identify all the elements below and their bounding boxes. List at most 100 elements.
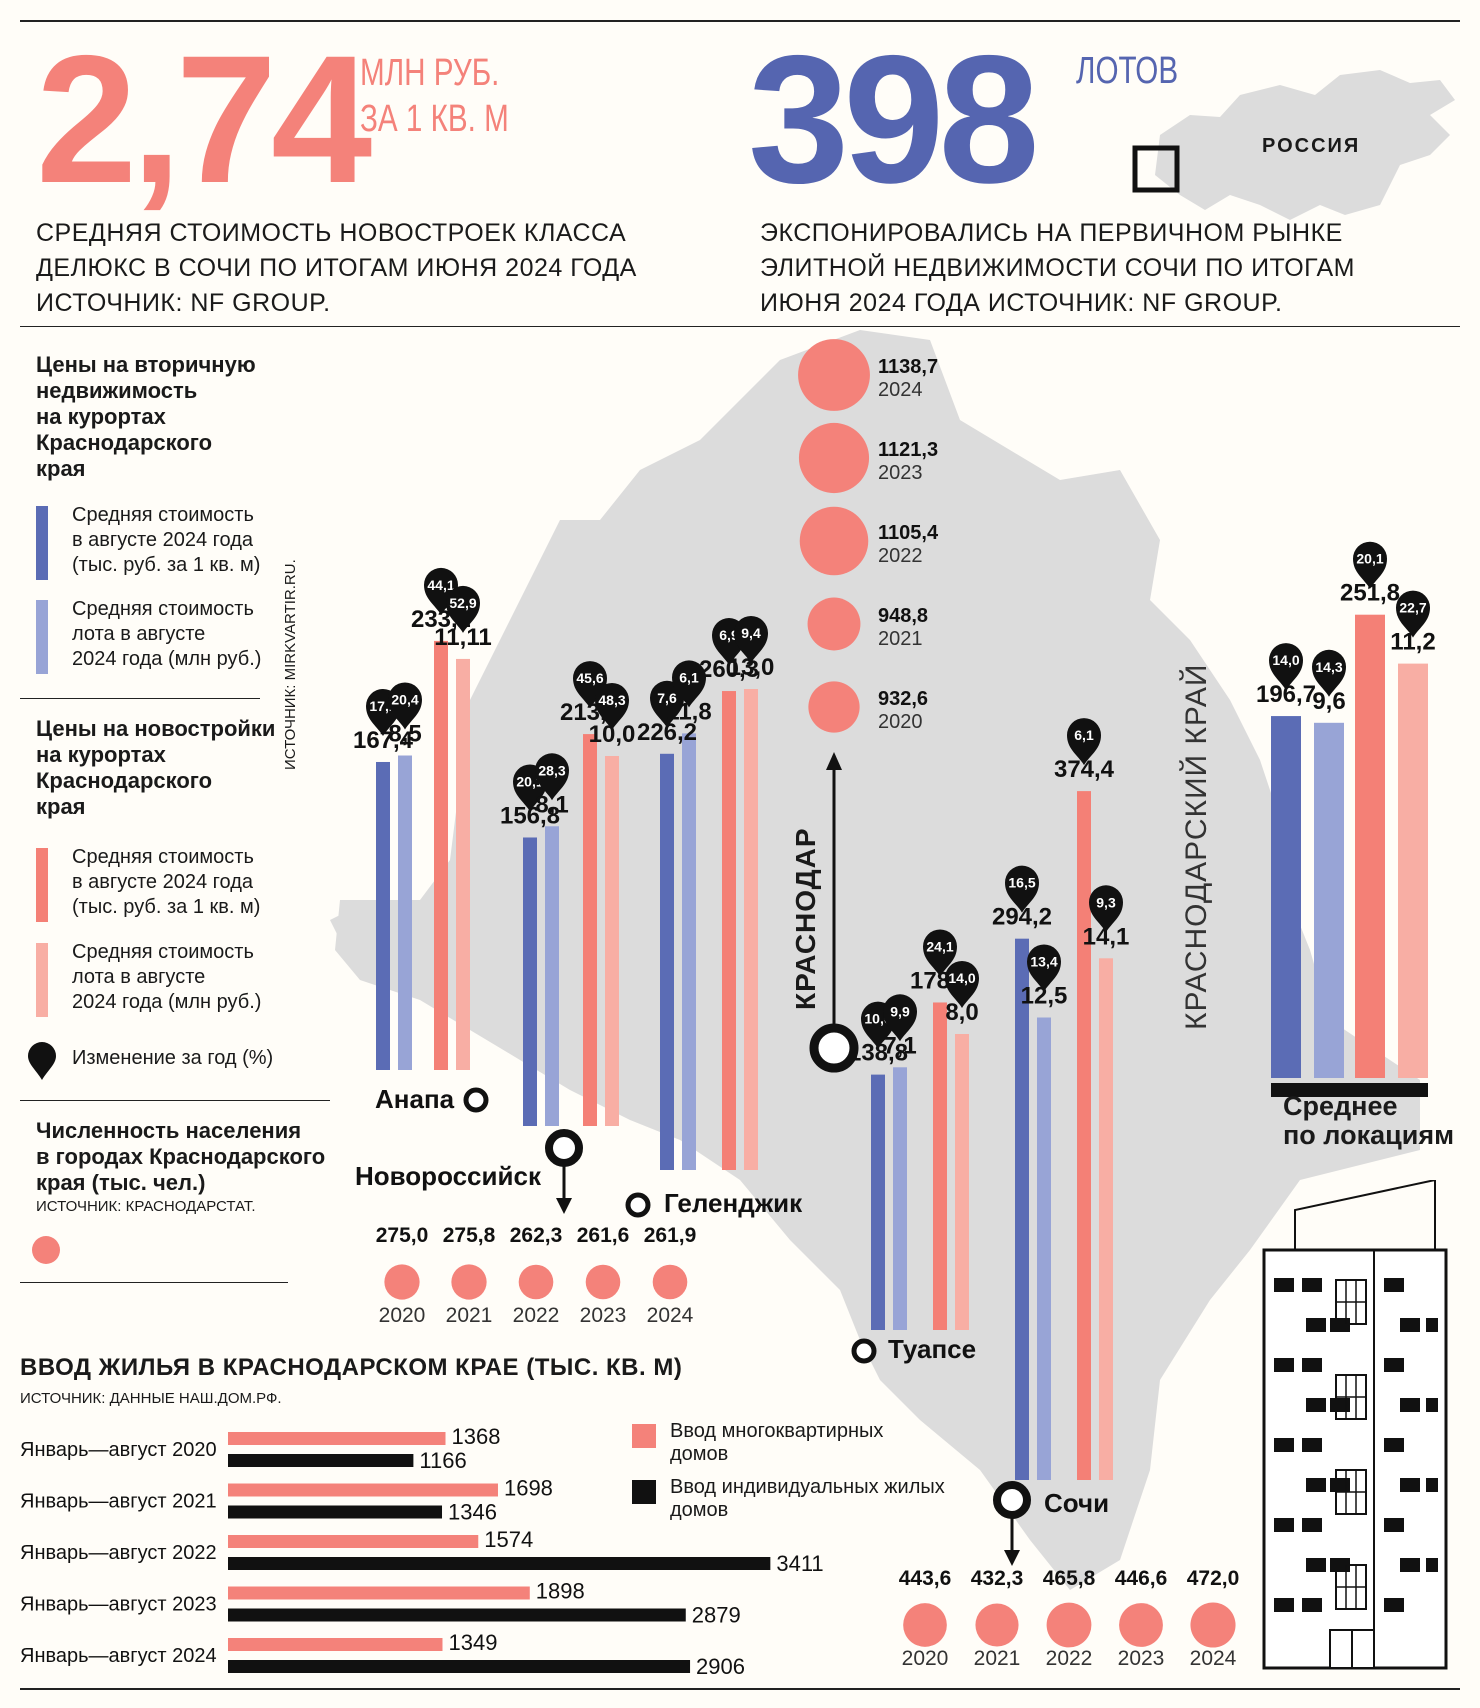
headline-unit-left: МЛН РУБ. ЗА 1 КВ. М: [360, 50, 509, 142]
population-year: 2020: [379, 1304, 426, 1327]
unit-line-2: ЗА 1 КВ. М: [360, 98, 509, 140]
region-label: КРАСНОДАРСКИЙ КРАЙ: [1180, 663, 1213, 1031]
window: [1274, 1598, 1294, 1612]
population-year: 2020: [878, 711, 923, 733]
legend-line: Средняя стоимость: [72, 504, 254, 526]
legend-swatch-secondary-lot: [36, 600, 48, 674]
bar: [871, 1074, 885, 1330]
population-value: 275,0: [376, 1224, 429, 1247]
population-value: 275,8: [443, 1224, 496, 1247]
legend-line: края (тыс. чел.): [36, 1170, 206, 1195]
bar: [1314, 722, 1344, 1078]
average-label: Среднее по локациям: [1283, 1092, 1454, 1150]
change-pin: 48,3: [595, 683, 629, 730]
change-label: 28,3: [538, 762, 565, 778]
headline-number-right: 398: [748, 17, 1040, 221]
window: [1274, 1358, 1294, 1372]
population-year: 2023: [878, 462, 923, 484]
bar: [398, 755, 412, 1070]
bar: [605, 756, 619, 1126]
bar: [1037, 1017, 1051, 1480]
legend-swatch-secondary-sqm: [36, 506, 48, 580]
change-pin: 28,3: [535, 753, 569, 801]
pin-shape: [388, 682, 422, 730]
change-label: 9,9: [890, 1003, 910, 1019]
bar: [376, 761, 390, 1070]
legend-divider-2: [20, 1100, 330, 1101]
housing-value-individual: 3411: [776, 1551, 823, 1576]
population-circle: [384, 1264, 420, 1300]
population-circle: [1119, 1603, 1163, 1647]
legend-line: недвижимость: [36, 378, 198, 403]
bar: [722, 691, 736, 1170]
legend-line: (тыс. руб. за 1 кв. м): [72, 554, 261, 576]
caption-right-1: ЭКСПОНИРОВАЛИСЬ НА ПЕРВИЧНОМ РЫНКЕ: [760, 219, 1343, 247]
window: [1400, 1558, 1420, 1572]
housing-legend-swatch-2: [632, 1480, 656, 1504]
legend-line: лота в августе: [72, 623, 206, 645]
legend-line: Цены на вторичную: [36, 352, 256, 377]
change-pin: 9,4: [734, 616, 768, 663]
pin-shape: [1027, 944, 1061, 992]
russia-label: РОССИЯ: [1262, 135, 1361, 157]
housing-category-label: Январь—август 2021: [20, 1491, 217, 1513]
housing-value-apartments: 1898: [536, 1579, 585, 1604]
legend-line: на курортах: [36, 404, 166, 429]
population-circle: [975, 1603, 1019, 1647]
caption-right: ЭКСПОНИРОВАЛИСЬ НА ПЕРВИЧНОМ РЫНКЕ ЭЛИТН…: [760, 216, 1355, 321]
population-value: 261,9: [644, 1224, 697, 1247]
housing-bar-individual: [228, 1660, 691, 1673]
housing-legend-swatch-1: [632, 1424, 656, 1448]
pin-shape: [1089, 885, 1123, 933]
population-value: 948,8: [878, 605, 928, 627]
unit-line-1: МЛН РУБ.: [360, 52, 500, 94]
pin-shape: [1353, 541, 1387, 589]
city-label: Сочи: [1044, 1488, 1109, 1518]
average-line: Среднее: [1283, 1091, 1398, 1121]
population-circle: [585, 1264, 621, 1300]
housing-bar-individual: [228, 1608, 686, 1622]
header-rule: [20, 326, 1460, 327]
bar: [1271, 716, 1301, 1078]
population-legend-circle: [32, 1236, 60, 1264]
pin-shape: [1005, 865, 1039, 913]
pin-shape: [1269, 643, 1303, 691]
change-pin: 22,7: [1396, 590, 1430, 638]
change-label: 6,1: [679, 669, 699, 685]
window: [1274, 1278, 1294, 1292]
legend-line: 2024 года (млн руб.): [72, 991, 262, 1013]
housing-section-source: ИСТОЧНИК: ДАННЫЕ НАШ.ДОМ.РФ.: [20, 1390, 282, 1407]
population-circle: [903, 1603, 947, 1647]
pin-shape: [883, 994, 917, 1042]
population-value: 432,3: [971, 1567, 1024, 1590]
change-pin: 14,0: [945, 961, 979, 1008]
window: [1426, 1478, 1438, 1492]
change-pin: 6,1: [1067, 718, 1101, 766]
change-pin: 52,9: [446, 585, 480, 633]
legend-line: в августе 2024 года: [72, 529, 253, 551]
legend-line: Средняя стоимость: [72, 598, 254, 620]
pin-shape: [734, 616, 768, 663]
bar: [682, 733, 696, 1170]
legend-line: в городах Краснодарского: [36, 1144, 326, 1169]
pin-shape: [650, 680, 684, 728]
housing-bar-apartments: [228, 1483, 498, 1497]
population-year: 2024: [1190, 1647, 1237, 1670]
legend-line: Средняя стоимость: [72, 846, 254, 868]
population-circle: [518, 1264, 554, 1300]
window: [1274, 1438, 1294, 1452]
population-year: 2024: [878, 379, 923, 401]
city-marker: [463, 1087, 489, 1113]
legend-line: в августе 2024 года: [72, 871, 253, 893]
caption-left-1: СРЕДНЯЯ СТОИМОСТЬ НОВОСТРОЕК КЛАССА: [36, 219, 627, 247]
window: [1426, 1558, 1438, 1572]
housing-bar-apartments: [228, 1535, 479, 1548]
housing-value-apartments: 1368: [452, 1424, 501, 1449]
change-label: 14,0: [1272, 652, 1299, 668]
legend-line: края: [36, 456, 86, 481]
legend-line: Ввод многоквартирных: [670, 1420, 884, 1442]
legend-swatch-new-lot: [36, 943, 48, 1017]
bar: [434, 640, 448, 1070]
population-value: 446,6: [1115, 1567, 1168, 1590]
caption-left-3: ИСТОЧНИК: NF GROUP.: [36, 289, 331, 317]
